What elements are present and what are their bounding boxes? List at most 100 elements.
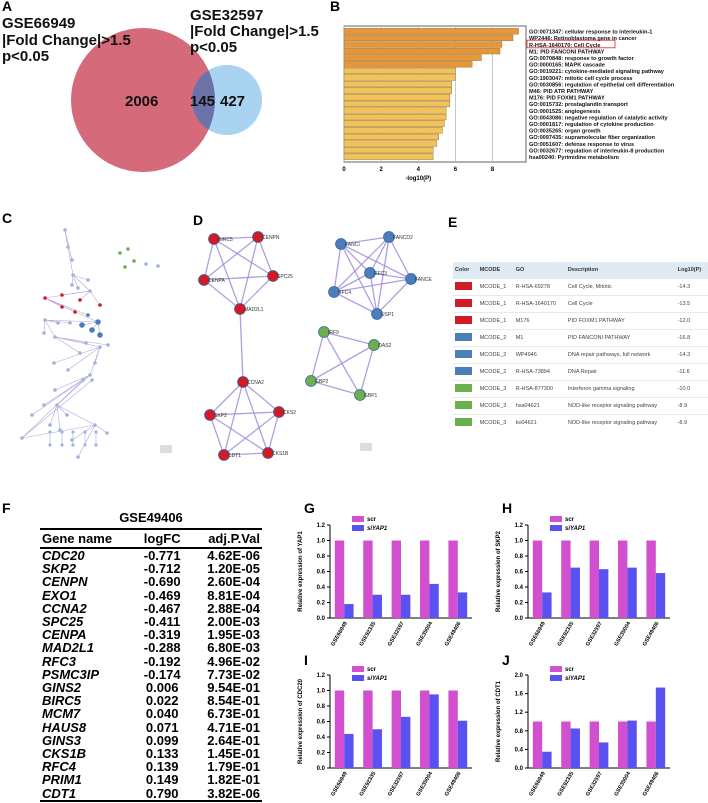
gene-name-cell: CDC20 bbox=[42, 548, 85, 563]
bar-scr bbox=[561, 721, 571, 768]
col-go: GO bbox=[513, 262, 566, 279]
network-edge bbox=[72, 274, 79, 289]
log10p-cell: -8.9 bbox=[675, 397, 708, 415]
network-edge bbox=[359, 344, 375, 396]
y-tick-label: 0.2 bbox=[317, 751, 326, 757]
color-swatch bbox=[455, 401, 472, 409]
x-tick-label: GSE92335 bbox=[557, 621, 576, 647]
panel-label-e: E bbox=[448, 214, 458, 230]
node-label: CCNA2 bbox=[247, 380, 264, 386]
node-label: CENPN bbox=[262, 235, 280, 241]
go-cell: R-HSA-1640170 bbox=[513, 295, 566, 313]
bar-scr bbox=[532, 540, 543, 618]
network-edge bbox=[340, 236, 390, 245]
bar-siYAP1 bbox=[570, 728, 580, 768]
description-cell: PID FANCONI PATHWAY bbox=[565, 329, 676, 347]
network-edge bbox=[239, 236, 259, 310]
category-label: GO:0015732: prostaglandin transport bbox=[529, 102, 628, 108]
bar-siYAP1 bbox=[627, 720, 637, 768]
bar bbox=[343, 41, 503, 48]
y-tick-label: 1.2 bbox=[515, 523, 524, 529]
network-node bbox=[42, 331, 46, 335]
network-edge bbox=[72, 274, 89, 281]
bar-scr bbox=[561, 540, 571, 618]
network-node bbox=[48, 430, 52, 434]
logfc-cell: 0.133 bbox=[145, 746, 179, 762]
bar-siYAP1 bbox=[655, 573, 666, 618]
full-ppi-network bbox=[20, 228, 172, 459]
network-node bbox=[60, 305, 64, 309]
bar-scr bbox=[589, 721, 599, 768]
network-node bbox=[73, 310, 77, 314]
table-row: CDT1 0.790 3.82E-06 bbox=[40, 786, 262, 802]
category-label: GO:0019221: cytokine-mediated signaling … bbox=[529, 69, 665, 75]
logfc-cell: 0.022 bbox=[145, 693, 179, 709]
network-node bbox=[89, 327, 95, 333]
node-label: FANCE bbox=[415, 277, 432, 283]
bar-siYAP1 bbox=[401, 594, 411, 618]
network-node bbox=[86, 278, 90, 282]
network-node bbox=[98, 303, 102, 307]
gene-name-cell: RFC4 bbox=[42, 759, 76, 775]
y-axis-label: Relative expression of CDC20 bbox=[298, 678, 304, 764]
adj-p-cell: 2.64E-01 bbox=[207, 732, 260, 748]
panel-label-h: H bbox=[502, 500, 513, 516]
table-row: EXO1 -0.469 8.81E-04 bbox=[40, 588, 262, 601]
network-edge bbox=[323, 331, 375, 346]
network-node bbox=[86, 313, 90, 317]
network-edge bbox=[72, 274, 91, 292]
bar bbox=[343, 100, 451, 108]
gene-name-cell: PSMC3IP bbox=[42, 666, 100, 682]
logfc-cell: 0.040 bbox=[145, 706, 179, 722]
color-cell bbox=[453, 312, 478, 330]
network-edge bbox=[376, 278, 412, 315]
logfc-cell: -0.174 bbox=[143, 666, 181, 682]
network-node bbox=[94, 430, 98, 434]
bar bbox=[343, 107, 447, 114]
x-tick-label: GSE32597 bbox=[387, 771, 406, 797]
bar-scr bbox=[334, 690, 345, 768]
legend-label: scr bbox=[565, 667, 575, 673]
adj-p-cell: 4.71E-01 bbox=[207, 719, 260, 735]
network-edge bbox=[203, 275, 274, 281]
bar-scr bbox=[646, 721, 656, 768]
network-node bbox=[60, 443, 64, 447]
y-tick-label: 0.0 bbox=[317, 766, 326, 772]
table-row: MCODE_1 R-HSA-1640170 Cell Cycle -13.5 bbox=[453, 295, 708, 313]
network-edge bbox=[369, 272, 412, 280]
panel-label-b: B bbox=[330, 0, 341, 14]
col-logfc: logFC bbox=[135, 528, 189, 549]
y-tick-label: 0.6 bbox=[317, 570, 326, 576]
legend-label: scr bbox=[367, 517, 377, 523]
category-label: GO:0043086: negative regulation of catal… bbox=[529, 115, 669, 121]
network-node bbox=[364, 267, 376, 279]
network-edge bbox=[310, 331, 325, 382]
category-label: GO:0035265: organ growth bbox=[529, 129, 601, 135]
description-cell: NOD-like receptor signaling pathway bbox=[565, 414, 676, 431]
bar-scr bbox=[391, 690, 401, 768]
venn-left-count: 2006 bbox=[125, 93, 158, 110]
legend-swatch bbox=[352, 516, 364, 522]
y-tick-label: 0.0 bbox=[317, 616, 326, 622]
table-row: MCODE_3 R-HSA-877300 Interferon gamma si… bbox=[453, 380, 708, 398]
table-row: PRIM1 0.149 1.82E-01 bbox=[40, 773, 262, 786]
go-cell: M1 bbox=[513, 329, 566, 347]
color-cell bbox=[453, 363, 478, 381]
network-edge bbox=[209, 411, 280, 416]
chart-cdt1: 0.0 0.4 0.8 1.2 1.6 2.0 Relative expression of… bbox=[496, 666, 670, 797]
network-node bbox=[68, 321, 72, 325]
table-row: MCODE_3 hsa04621 NOD-like receptor signa… bbox=[453, 397, 708, 415]
gene-table: Gene name logFC adj.P.Val CDC20 -0.771 4… bbox=[40, 528, 262, 802]
log10p-cell: -12.0 bbox=[675, 312, 708, 330]
x-tick-label: GSE49406 bbox=[642, 771, 661, 797]
gene-table-title: GSE49406 bbox=[119, 510, 183, 525]
y-tick-label: 1.0 bbox=[317, 539, 326, 545]
network-edge bbox=[203, 279, 241, 310]
network-node bbox=[252, 231, 264, 243]
col-color: Color bbox=[453, 262, 478, 279]
table-row: BIRC5 0.022 8.54E-01 bbox=[40, 694, 262, 707]
bar bbox=[343, 146, 434, 154]
x-tick-label: GSE49406 bbox=[642, 621, 661, 647]
network-node bbox=[81, 378, 85, 382]
gene-name-cell: SKP2 bbox=[42, 561, 76, 577]
